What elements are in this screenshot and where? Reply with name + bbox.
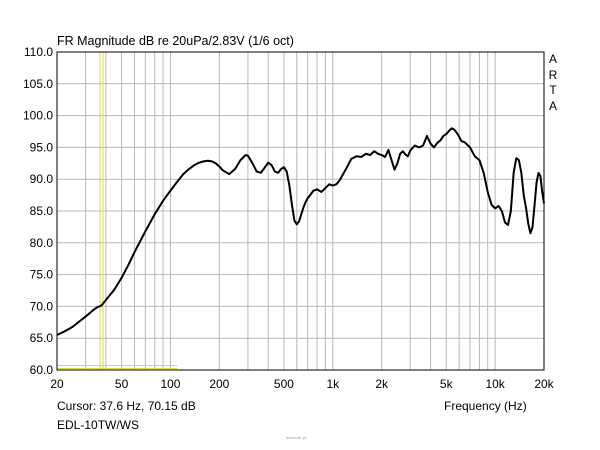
y-tick-label: 60.0 bbox=[30, 363, 54, 377]
y-tick-labels: 60.0 65.0 70.0 75.0 80.0 85.0 90.0 95.0 100.0 105… bbox=[23, 45, 53, 377]
y-tick-label: 70.0 bbox=[30, 299, 54, 313]
brand-letter: A bbox=[548, 98, 557, 113]
y-tick-label: 85.0 bbox=[30, 204, 54, 218]
brand-letter: R bbox=[548, 67, 558, 82]
x-tick-label: 1k bbox=[326, 377, 340, 391]
x-tick-label: 20k bbox=[534, 377, 554, 391]
arta-brand-label: A R T A bbox=[547, 52, 559, 114]
x-tick-labels: 20 50 100 200 500 1k 2k 5k 10k 20k bbox=[50, 377, 554, 391]
x-tick-label: 500 bbox=[274, 377, 294, 391]
x-tick-label: 2k bbox=[375, 377, 389, 391]
brand-letter: A bbox=[548, 52, 557, 66]
cursor-crosshair[interactable] bbox=[57, 52, 178, 370]
y-tick-label: 90.0 bbox=[30, 172, 54, 186]
y-tick-label: 110.0 bbox=[24, 45, 53, 59]
cursor-readout: Cursor: 37.6 Hz, 70.15 dB bbox=[57, 399, 196, 413]
x-tick-label: 200 bbox=[209, 377, 229, 391]
x-axis-label: Frequency (Hz) bbox=[444, 399, 527, 413]
x-tick-label: 10k bbox=[485, 377, 505, 391]
frequency-response-curve bbox=[56, 127, 545, 336]
x-tick-label: 5k bbox=[440, 377, 454, 391]
plot-frame bbox=[56, 51, 545, 371]
brand-letter: T bbox=[549, 83, 557, 97]
x-tick-label: 20 bbox=[50, 377, 64, 391]
grid-lines bbox=[56, 51, 545, 371]
y-tick-label: 65.0 bbox=[30, 331, 54, 345]
y-tick-label: 80.0 bbox=[30, 236, 54, 250]
y-tick-label: 100.0 bbox=[23, 109, 53, 123]
y-tick-label: 75.0 bbox=[30, 268, 54, 282]
chart-title: FR Magnitude dB re 20uPa/2.83V (1/6 oct) bbox=[57, 34, 294, 48]
x-tick-label: 50 bbox=[115, 377, 129, 391]
device-label: EDL-10TW/WS bbox=[57, 418, 140, 432]
y-tick-label: 95.0 bbox=[30, 140, 54, 154]
x-tick-label: 100 bbox=[160, 377, 180, 391]
watermark: www.lab..pl bbox=[286, 435, 307, 440]
y-tick-label: 105.0 bbox=[23, 77, 53, 91]
